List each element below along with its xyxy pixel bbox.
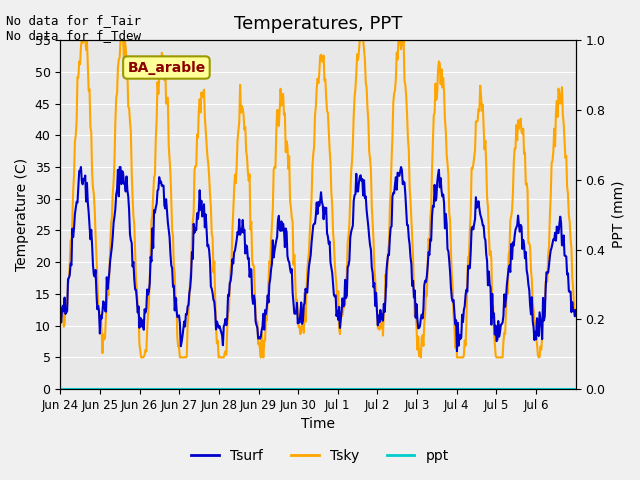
Legend: Tsurf, Tsky, ppt: Tsurf, Tsky, ppt (186, 443, 454, 468)
Y-axis label: Temperature (C): Temperature (C) (15, 158, 29, 271)
Text: BA_arable: BA_arable (127, 60, 205, 74)
X-axis label: Time: Time (301, 418, 335, 432)
Text: No data for f_Tair
No data for f_Tdew: No data for f_Tair No data for f_Tdew (6, 14, 141, 42)
Title: Temperatures, PPT: Temperatures, PPT (234, 15, 402, 33)
Y-axis label: PPT (mm): PPT (mm) (611, 181, 625, 248)
